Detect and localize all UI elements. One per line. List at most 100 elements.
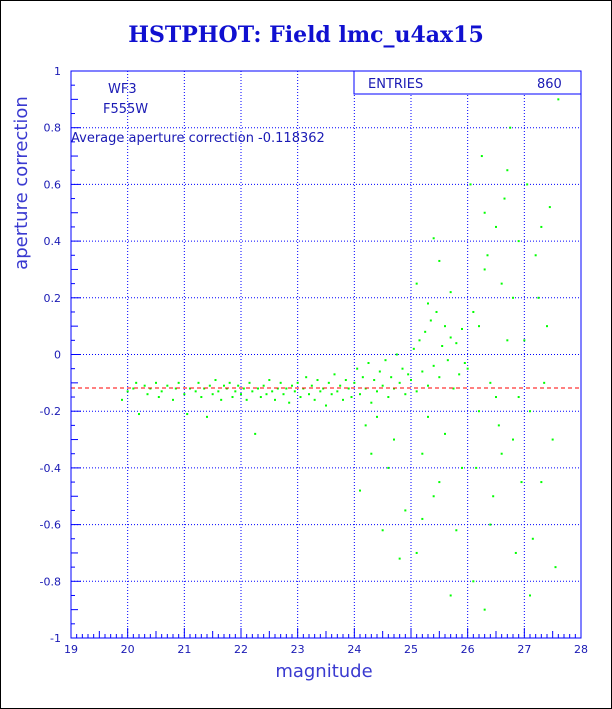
data-point: [257, 387, 259, 390]
data-point: [265, 393, 268, 396]
x-tick-label: 22: [234, 643, 248, 656]
x-tick-label: 20: [121, 643, 135, 656]
data-point: [172, 398, 174, 401]
data-point: [407, 373, 410, 376]
data-point: [347, 387, 350, 390]
data-point: [444, 432, 446, 435]
data-point: [217, 390, 220, 393]
x-tick-label: 27: [517, 643, 531, 656]
data-point: [412, 347, 415, 350]
grid-lines: [71, 71, 581, 638]
data-point: [327, 381, 330, 384]
data-point: [259, 396, 262, 399]
data-point: [404, 509, 407, 512]
data-point: [466, 367, 469, 370]
data-point: [254, 432, 257, 435]
data-point: [415, 282, 418, 285]
x-tick-label: 25: [404, 643, 418, 656]
data-point: [356, 367, 359, 370]
data-point: [463, 362, 466, 365]
data-point: [143, 384, 146, 387]
data-point: [251, 390, 254, 393]
y-tick-label: -0.2: [40, 405, 61, 418]
data-point: [432, 237, 435, 240]
data-point: [531, 537, 534, 540]
entries-value: 860: [537, 77, 562, 92]
data-point: [308, 393, 310, 396]
data-point: [469, 183, 472, 186]
data-point: [432, 495, 435, 498]
data-point: [395, 353, 398, 356]
data-point: [376, 390, 378, 393]
data-point: [381, 529, 384, 532]
data-point: [441, 344, 444, 347]
data-point: [500, 282, 503, 285]
data-point: [421, 517, 424, 520]
data-point: [211, 393, 214, 396]
data-point: [370, 452, 373, 455]
data-point: [282, 393, 285, 396]
data-point: [427, 415, 429, 418]
y-axis-label: aperture correction: [11, 96, 32, 270]
data-point: [197, 381, 200, 384]
data-point: [223, 384, 225, 387]
data-point: [472, 310, 475, 313]
data-point: [367, 362, 370, 365]
camera-label: WF3: [108, 82, 137, 97]
data-point: [138, 413, 140, 416]
data-point: [486, 254, 489, 257]
data-point: [376, 415, 378, 418]
data-point: [248, 381, 251, 384]
data-point: [387, 396, 390, 399]
data-point: [157, 396, 160, 399]
axis-ticks: [70, 84, 576, 639]
data-point: [461, 466, 463, 469]
data-point: [121, 398, 123, 401]
data-point: [554, 566, 557, 569]
data-point: [330, 393, 333, 396]
y-tick-label: 0.2: [44, 292, 62, 305]
data-point: [390, 376, 393, 379]
data-point: [497, 424, 500, 427]
data-point: [378, 370, 381, 373]
y-tick-labels: -1 -0.8 -0.6 -0.4 -0.2 0 0.2 0.4 0.6 0.8 1: [40, 65, 61, 645]
data-point: [452, 387, 455, 390]
data-point: [234, 390, 237, 393]
y-tick-label: -0.6: [40, 519, 61, 532]
average-text: Average aperture correction -0.118362: [71, 131, 325, 146]
data-point: [529, 594, 531, 597]
data-point: [458, 373, 461, 376]
data-point: [398, 381, 401, 384]
data-point: [548, 206, 551, 209]
data-point: [520, 481, 523, 484]
data-point: [359, 489, 361, 492]
data-point: [350, 396, 353, 399]
data-point: [557, 98, 560, 101]
data-point: [404, 393, 407, 396]
data-point: [421, 452, 424, 455]
data-point: [310, 384, 313, 387]
data-point: [262, 384, 265, 387]
data-point: [361, 376, 364, 379]
entries-label: ENTRIES: [368, 77, 423, 92]
data-point: [387, 466, 390, 469]
data-point: [186, 413, 189, 416]
x-tick-label: 24: [347, 643, 361, 656]
data-point: [126, 390, 129, 393]
stats-box: [353, 70, 582, 95]
data-point: [478, 410, 480, 413]
x-tick-label: 23: [291, 643, 305, 656]
data-point: [551, 438, 554, 441]
data-point: [155, 381, 157, 384]
data-point: [364, 424, 367, 427]
data-point: [333, 373, 336, 376]
data-point: [506, 339, 509, 342]
data-point: [166, 384, 169, 387]
data-point: [495, 225, 497, 228]
data-point: [194, 390, 197, 393]
data-point: [540, 481, 543, 484]
data-point: [444, 325, 446, 328]
data-point: [231, 396, 234, 399]
data-point: [540, 225, 543, 228]
x-tick-label: 19: [64, 643, 78, 656]
